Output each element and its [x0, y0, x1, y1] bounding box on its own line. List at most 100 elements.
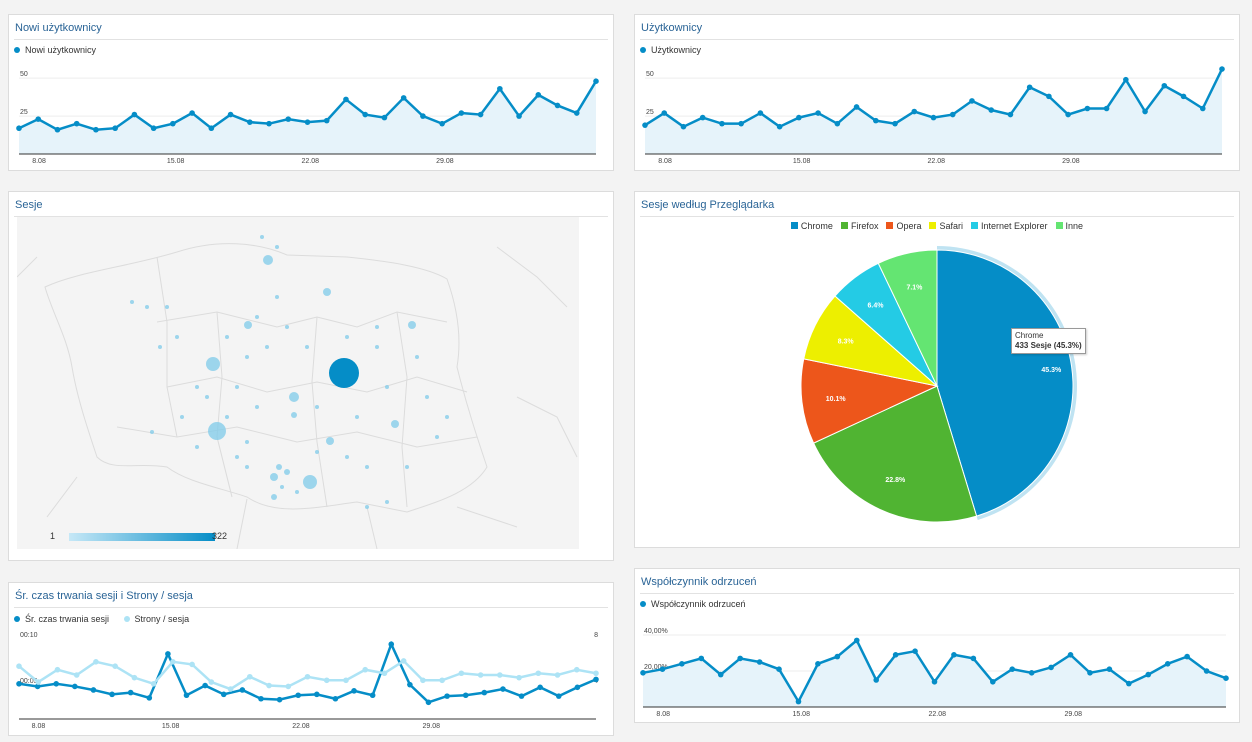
data-point-duration[interactable]: [369, 692, 376, 699]
data-point[interactable]: [776, 123, 783, 130]
data-point[interactable]: [1028, 670, 1035, 676]
data-point-pages[interactable]: [458, 670, 465, 677]
data-point-pages[interactable]: [131, 674, 138, 681]
data-point[interactable]: [969, 98, 975, 104]
data-point[interactable]: [1161, 82, 1168, 89]
data-point[interactable]: [170, 120, 176, 127]
bubble-poznan[interactable]: [206, 357, 220, 371]
data-point[interactable]: [757, 110, 764, 116]
legend-item-firefox[interactable]: Firefox: [840, 221, 878, 231]
data-point[interactable]: [796, 114, 802, 121]
data-point[interactable]: [16, 125, 22, 132]
new-users-chart[interactable]: 50 25 8.08 15.08 22.08 29.08: [9, 59, 613, 171]
data-point[interactable]: [1048, 664, 1054, 671]
data-point-pages[interactable]: [54, 666, 61, 673]
data-point[interactable]: [1164, 661, 1171, 667]
data-point-duration[interactable]: [425, 699, 432, 706]
data-point[interactable]: [1007, 111, 1014, 118]
data-point-duration[interactable]: [388, 641, 395, 647]
bubble-gdansk[interactable]: [263, 255, 273, 265]
data-point-pages[interactable]: [266, 682, 272, 689]
data-point[interactable]: [930, 114, 937, 121]
data-point[interactable]: [362, 111, 369, 118]
data-point[interactable]: [717, 671, 724, 678]
data-point[interactable]: [659, 666, 666, 672]
data-point[interactable]: [949, 111, 956, 118]
data-point[interactable]: [699, 114, 706, 121]
data-point[interactable]: [756, 659, 763, 665]
data-point-duration[interactable]: [332, 695, 339, 702]
data-point[interactable]: [1142, 108, 1148, 115]
data-point-pages[interactable]: [112, 663, 118, 669]
data-point[interactable]: [679, 661, 685, 667]
data-point[interactable]: [458, 110, 465, 116]
data-point[interactable]: [834, 653, 841, 660]
legend-item-internet-explorer[interactable]: Internet Explorer: [970, 221, 1048, 231]
data-point-duration[interactable]: [555, 693, 562, 699]
data-point-pages[interactable]: [573, 666, 580, 673]
data-point[interactable]: [1026, 84, 1033, 91]
data-point[interactable]: [931, 679, 938, 685]
data-point-duration[interactable]: [53, 681, 60, 687]
data-point-duration[interactable]: [202, 682, 208, 689]
data-point[interactable]: [73, 120, 80, 127]
data-point-pages[interactable]: [400, 658, 407, 664]
new-users-legend[interactable]: Nowi użytkownicy: [14, 45, 96, 55]
data-point[interactable]: [381, 114, 388, 121]
data-point-pages[interactable]: [247, 673, 253, 680]
data-point[interactable]: [1184, 653, 1190, 660]
data-point-pages[interactable]: [593, 670, 599, 677]
data-point-pages[interactable]: [323, 677, 330, 684]
data-point[interactable]: [1126, 680, 1132, 687]
data-point[interactable]: [640, 670, 646, 676]
data-point-duration[interactable]: [481, 689, 488, 696]
data-point[interactable]: [834, 120, 841, 127]
data-point-pages[interactable]: [73, 672, 80, 678]
poland-map[interactable]: [17, 217, 579, 549]
data-point[interactable]: [1046, 93, 1052, 100]
data-point-duration[interactable]: [258, 695, 264, 702]
data-point[interactable]: [266, 120, 272, 127]
data-point-pages[interactable]: [420, 677, 426, 684]
users-legend[interactable]: Użytkownicy: [640, 45, 701, 55]
slice-firefox[interactable]: [812, 385, 978, 523]
data-point-pages[interactable]: [35, 679, 42, 685]
data-point-pages[interactable]: [208, 679, 215, 685]
legend-item-inne[interactable]: Inne: [1055, 221, 1083, 231]
data-point-duration[interactable]: [462, 692, 469, 699]
data-point-duration[interactable]: [537, 684, 543, 691]
data-point[interactable]: [815, 110, 821, 116]
data-point[interactable]: [1009, 666, 1016, 672]
data-point[interactable]: [1087, 670, 1093, 676]
data-point[interactable]: [35, 116, 42, 122]
data-point-pages[interactable]: [285, 683, 292, 690]
data-point-duration[interactable]: [444, 693, 450, 699]
data-point[interactable]: [776, 666, 782, 672]
data-point-duration[interactable]: [314, 691, 320, 698]
data-point[interactable]: [323, 117, 330, 124]
data-point[interactable]: [990, 679, 996, 685]
data-point-pages[interactable]: [381, 670, 388, 677]
data-point[interactable]: [853, 104, 860, 110]
data-point[interactable]: [343, 96, 349, 103]
bubble-krakow[interactable]: [303, 475, 317, 489]
data-point[interactable]: [477, 111, 484, 118]
data-point-pages[interactable]: [150, 681, 157, 687]
data-point-pages[interactable]: [16, 663, 22, 669]
data-point[interactable]: [1067, 652, 1074, 658]
data-point-duration[interactable]: [72, 683, 78, 690]
data-point[interactable]: [1199, 105, 1206, 112]
data-point-pages[interactable]: [362, 666, 369, 673]
legend-item-chrome[interactable]: Chrome: [790, 221, 833, 231]
data-point-pages[interactable]: [477, 672, 484, 678]
data-point-duration[interactable]: [518, 693, 525, 699]
data-point[interactable]: [593, 78, 599, 84]
legend-item-opera[interactable]: Opera: [886, 221, 921, 231]
data-point[interactable]: [554, 102, 561, 109]
data-point[interactable]: [642, 122, 648, 128]
data-point[interactable]: [988, 107, 994, 113]
data-point-pages[interactable]: [497, 672, 503, 678]
data-point-pages[interactable]: [554, 672, 561, 678]
data-point-pages[interactable]: [170, 659, 176, 665]
